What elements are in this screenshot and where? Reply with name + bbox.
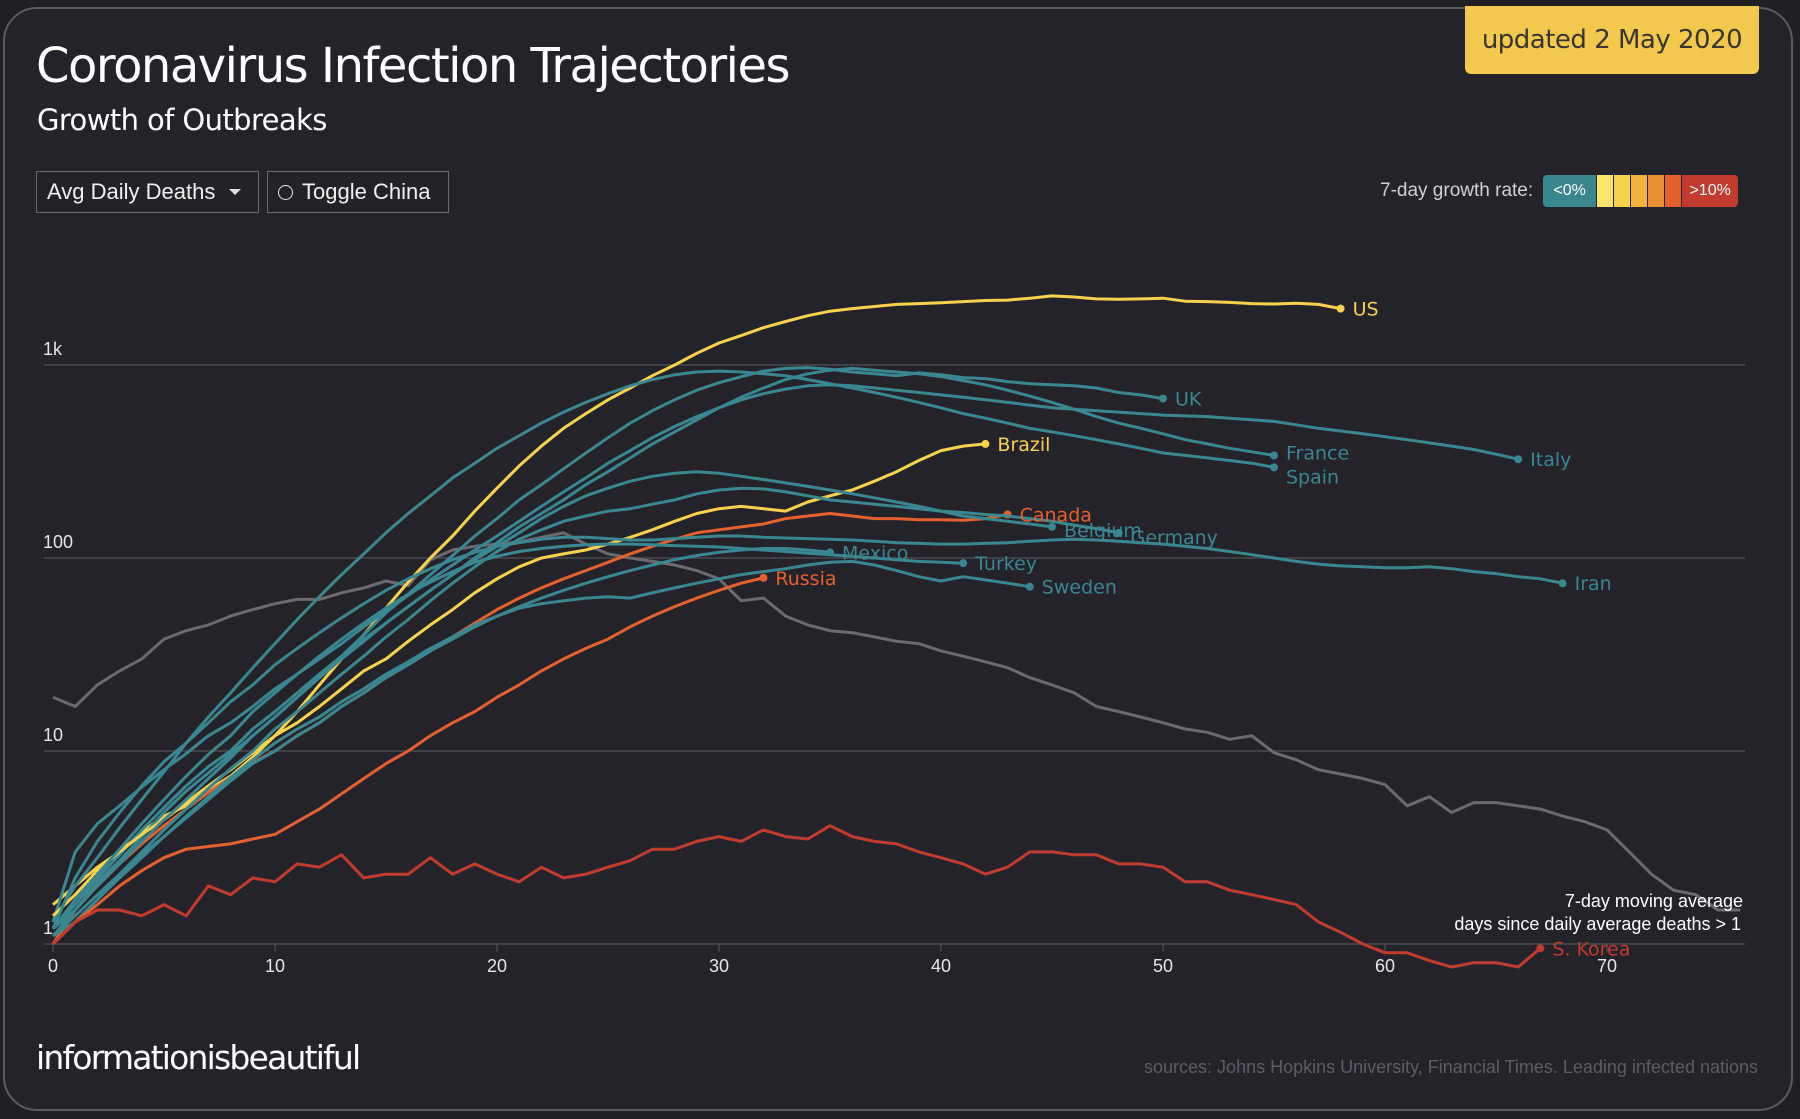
series-line-china[interactable] [52, 531, 1741, 912]
toggle-china-button[interactable]: Toggle China [267, 171, 449, 213]
x-tick-label: 20 [487, 956, 507, 976]
legend-swatch-negative: <0% [1543, 175, 1598, 207]
series-endpoint-belgium[interactable] [1048, 522, 1056, 531]
legend-swatches: <0% >10% [1543, 175, 1739, 207]
series-endpoint-russia[interactable] [759, 573, 768, 582]
series-endpoint-turkey[interactable] [959, 559, 968, 568]
series-line-france[interactable] [51, 366, 1275, 930]
series-endpoint-france[interactable] [1270, 451, 1278, 460]
series-line-us[interactable] [52, 294, 1341, 906]
x-tick-label: 40 [931, 956, 951, 976]
x-tick-label: 50 [1153, 956, 1173, 976]
series-line-germany[interactable] [52, 486, 1119, 938]
series-line-sweden[interactable] [51, 559, 1031, 946]
series-endpoint-italy[interactable] [1514, 455, 1523, 464]
y-tick-label: 100 [43, 532, 73, 552]
y-tick-label: 1 [43, 918, 53, 938]
series-label-germany: Germany [1131, 527, 1218, 549]
series-label-brazil: Brazil [997, 434, 1050, 456]
legend-swatch [1614, 175, 1632, 207]
series-line-turkey[interactable] [51, 542, 964, 930]
series-endpoint-germany[interactable] [1114, 528, 1123, 537]
x-tick-label: 60 [1375, 956, 1395, 976]
series-line-mexico[interactable] [51, 547, 831, 938]
sources-note: sources: Johns Hopkins University, Finan… [1144, 1057, 1758, 1077]
series-label-uk: UK [1175, 389, 1202, 411]
x-tick-label: 10 [265, 956, 285, 976]
legend-swatch [1631, 175, 1649, 207]
series-label-sweden: Sweden [1042, 577, 1117, 599]
series-line-spain[interactable] [51, 369, 1275, 923]
x-tick-label: 0 [48, 956, 58, 976]
series-line-uk[interactable] [52, 366, 1164, 930]
series-line-belgium[interactable] [51, 470, 1053, 937]
series-line-russia[interactable] [51, 576, 764, 946]
radio-circle-icon [278, 184, 293, 200]
series-label-spain: Spain [1286, 466, 1339, 488]
x-tick-label: 70 [1597, 956, 1617, 976]
page-title: Coronavirus Infection Trajectories [36, 38, 791, 94]
y-axis-label: 7-day moving average [1565, 891, 1743, 911]
series-label-s-korea: S. Korea [1552, 938, 1630, 960]
series-label-russia: Russia [775, 568, 836, 590]
series-label-france: France [1286, 442, 1349, 464]
legend-swatch [1597, 175, 1615, 207]
toggle-china-label: Toggle China [302, 179, 431, 204]
brand-logo[interactable]: informationisbeautiful [36, 1038, 361, 1077]
updated-badge: updated 2 May 2020 [1465, 6, 1759, 74]
legend-swatch [1665, 175, 1683, 207]
series-endpoint-sweden[interactable] [1025, 582, 1034, 591]
series-endpoint-iran[interactable] [1558, 579, 1567, 588]
y-tick-label: 10 [43, 725, 63, 745]
x-axis: 0 10 20 30 40 50 60 70 [48, 944, 1617, 976]
series-endpoint-brazil[interactable] [981, 439, 990, 448]
series-endpoint-us[interactable] [1336, 304, 1345, 313]
y-tick-label: 1k [43, 339, 63, 359]
y-axis: 1 10 100 1k [43, 339, 73, 938]
series-label-us: US [1353, 299, 1379, 321]
legend-label: 7-day growth rate: [1380, 180, 1534, 201]
series-line-s-korea[interactable] [51, 824, 1542, 969]
series-line-iran[interactable] [51, 534, 1563, 930]
x-axis-label: days since daily average deaths > 1 [1454, 914, 1741, 934]
series-line-brazil[interactable] [51, 442, 986, 917]
series-label-turkey: Turkey [974, 553, 1037, 575]
growth-rate-legend: 7-day growth rate: <0% >10% [1380, 174, 1739, 208]
series-line-canada[interactable] [51, 512, 1008, 945]
series-label-italy: Italy [1530, 449, 1571, 471]
series-endpoint-s-korea[interactable] [1536, 944, 1545, 953]
x-tick-label: 30 [709, 956, 729, 976]
series-endpoint-spain[interactable] [1270, 463, 1278, 472]
series-lines [51, 294, 1741, 969]
page-subtitle: Growth of Outbreaks [37, 103, 327, 137]
series-label-iran: Iran [1575, 573, 1612, 595]
legend-swatch [1648, 175, 1666, 207]
series-endpoint-uk[interactable] [1159, 394, 1167, 403]
metric-select-value: Avg Daily Deaths [47, 179, 216, 204]
metric-select[interactable]: Avg Daily Deaths [36, 171, 259, 213]
series-label-belgium: Belgium [1064, 520, 1142, 542]
chevron-down-icon [229, 189, 242, 195]
legend-swatch-high: >10% [1682, 175, 1739, 207]
series-label-mexico: Mexico [842, 542, 908, 564]
gridlines [44, 364, 1745, 945]
series-label-canada: Canada [1020, 505, 1092, 527]
